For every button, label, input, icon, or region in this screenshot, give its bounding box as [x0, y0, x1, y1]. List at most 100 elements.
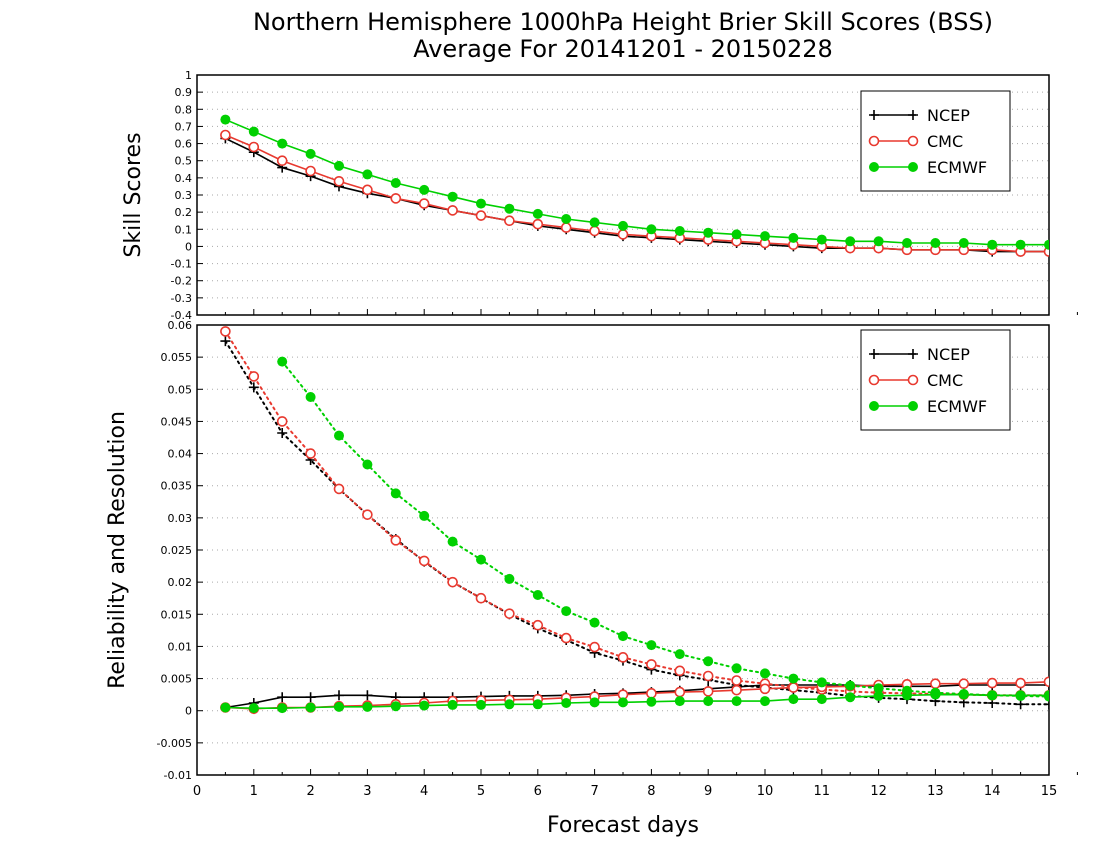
y-tick-label: 0.055: [161, 351, 193, 364]
data-point-cmc: [532, 218, 544, 230]
data-point-ecmwf: [362, 701, 373, 712]
data-point-cmc: [362, 509, 373, 520]
x-tick-label: 10: [757, 784, 774, 799]
legend-marker-ncep: [908, 110, 918, 120]
data-point-ncep: [362, 690, 373, 701]
data-point-cmc: [958, 678, 970, 690]
data-point-ecmwf: [902, 238, 912, 248]
x-tick-label: 11: [814, 784, 831, 799]
data-point-ecmwf: [618, 697, 628, 708]
data-point-ecmwf: [504, 699, 515, 710]
x-tick-label: 5: [477, 784, 485, 799]
legend-marker-ncep: [869, 349, 879, 359]
data-point-ecmwf: [703, 227, 714, 238]
data-point-ecmwf: [703, 696, 714, 707]
y-tick-label: 0.01: [168, 640, 193, 653]
legend-marker-ncep: [908, 349, 918, 359]
y-tick-label: 0.6: [175, 138, 193, 151]
data-point-cmc: [788, 682, 799, 693]
data-point-cmc: [305, 165, 316, 177]
data-point-ecmwf: [731, 696, 742, 707]
data-point-ecmwf: [532, 590, 543, 600]
legend-label-ecmwf: ECMWF: [927, 158, 987, 177]
data-point-ecmwf: [1015, 690, 1026, 701]
y-tick-label: 0: [185, 240, 192, 253]
data-point-cmc: [532, 619, 544, 631]
data-point-ecmwf: [618, 220, 628, 231]
legend-label-ncep: NCEP: [927, 106, 970, 125]
x-tick-label: 1: [250, 784, 258, 799]
y-tick-label: 0.4: [175, 172, 193, 185]
data-point-ecmwf: [731, 663, 742, 674]
data-point-ecmwf: [476, 198, 486, 209]
data-point-cmc: [560, 222, 572, 233]
y-tick-label: 0.02: [168, 576, 193, 589]
data-point-cmc: [447, 576, 458, 588]
series-group: [220, 114, 1049, 257]
series-line-ecmwf: [281, 360, 1049, 698]
x-tick-label: 13: [927, 784, 944, 799]
data-point-ecmwf: [646, 640, 657, 651]
y-tick-label: 0.005: [161, 673, 193, 686]
x-tick-label: 12: [870, 784, 887, 799]
y-tick-label: -0.3: [171, 292, 192, 305]
data-point-ncep: [1015, 699, 1026, 710]
data-point-ecmwf: [362, 169, 373, 180]
y-tick-label: 0.06: [168, 319, 193, 332]
data-point-cmc: [986, 677, 998, 689]
data-point-ecmwf: [845, 680, 856, 691]
data-point-cmc: [475, 592, 487, 604]
data-point-cmc: [418, 555, 430, 567]
data-point-ecmwf: [788, 673, 799, 684]
legend-marker-ncep: [869, 110, 879, 120]
legend-marker-cmc: [868, 374, 880, 386]
data-point-ecmwf: [390, 178, 401, 188]
x-tick-label: 15: [1041, 784, 1058, 799]
legend-label-cmc: CMC: [927, 132, 963, 151]
data-point-cmc: [589, 225, 600, 237]
chart-title: Northern Hemisphere 1000hPa Height Brier…: [253, 8, 993, 36]
legend-marker-cmc: [907, 374, 919, 386]
data-point-cmc: [333, 483, 345, 495]
data-point-ncep: [305, 692, 316, 703]
data-point-ecmwf: [362, 459, 373, 470]
y-tick-label: 0.7: [175, 120, 193, 133]
data-point-ecmwf: [674, 226, 685, 236]
data-point-cmc: [560, 632, 572, 644]
data-point-ecmwf: [248, 126, 259, 137]
data-point-cmc: [220, 326, 231, 337]
data-point-ecmwf: [419, 184, 430, 195]
data-point-ecmwf: [277, 703, 288, 714]
data-point-ecmwf: [788, 232, 799, 243]
legend-marker-cmc: [868, 135, 880, 147]
legend: NCEP CMC ECMWF: [860, 329, 1011, 431]
data-point-ecmwf: [220, 702, 231, 713]
data-point-cmc: [674, 665, 686, 677]
data-point-ecmwf: [334, 160, 344, 171]
y-tick-label: 0.5: [175, 155, 193, 168]
data-point-ecmwf: [305, 148, 316, 159]
data-point-ecmwf: [589, 697, 600, 708]
y-tick-label: 0.2: [175, 206, 193, 219]
data-point-ecmwf: [902, 690, 912, 701]
data-point-ecmwf: [334, 701, 344, 712]
y-tick-label: 0: [185, 705, 192, 718]
y-tick-label: -0.1: [171, 258, 192, 271]
bottom-y-axis-label: Reliability and Resolution: [105, 411, 130, 689]
chart-subtitle: Average For 20141201 - 20150228: [413, 35, 833, 63]
data-point-ecmwf: [618, 631, 628, 642]
y-tick-label: 0.9: [175, 86, 193, 99]
data-point-ecmwf: [390, 488, 401, 499]
legend-label-ncep: NCEP: [927, 345, 970, 364]
y-tick-label: -0.2: [171, 275, 192, 288]
x-tick-label: 4: [420, 784, 428, 799]
data-point-ecmwf: [674, 696, 685, 707]
data-point-ecmwf: [419, 510, 430, 521]
data-point-cmc: [390, 535, 402, 546]
data-point-cmc: [248, 141, 260, 153]
x-tick-label: 8: [647, 784, 655, 799]
legend-label-cmc: CMC: [927, 371, 963, 390]
data-point-ncep: [248, 382, 259, 393]
data-point-cmc: [617, 652, 629, 663]
